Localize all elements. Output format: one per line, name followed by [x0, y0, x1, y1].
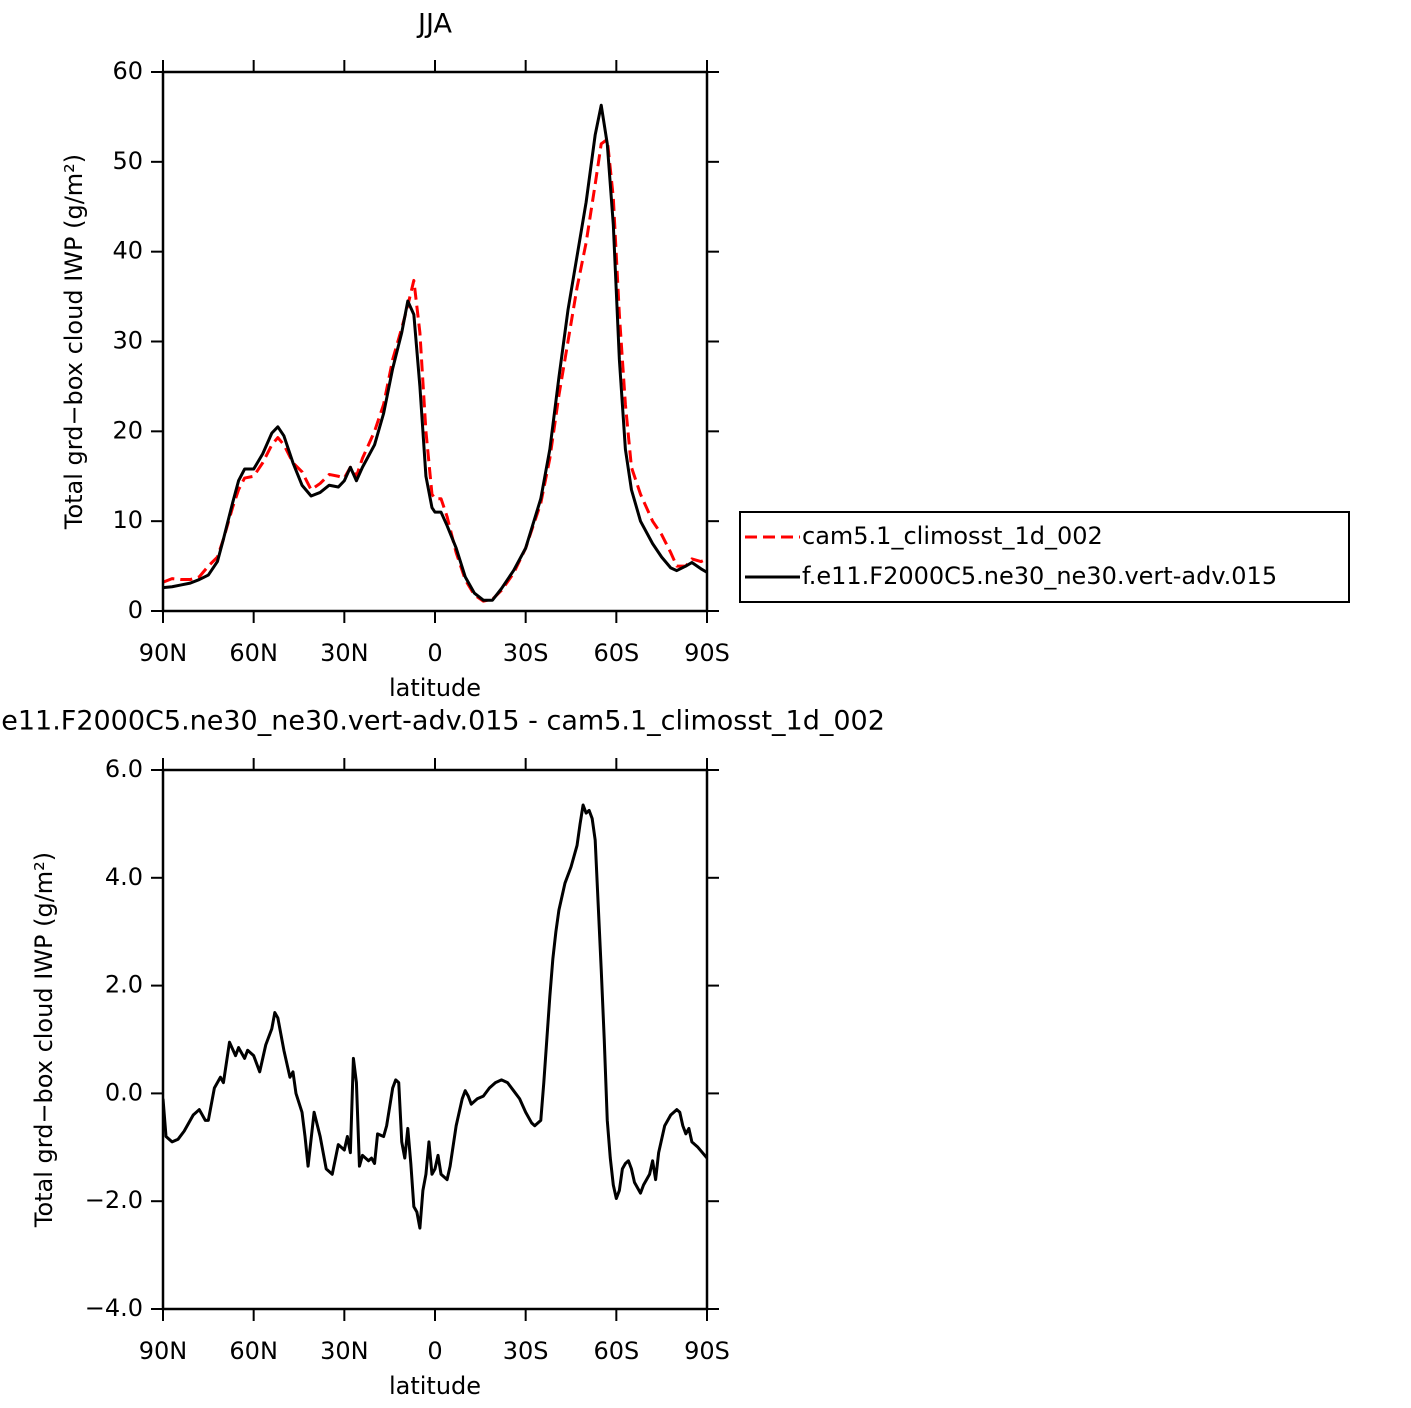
x-tick-label: 90N: [139, 639, 188, 667]
y-tick-label: 6.0: [105, 755, 143, 783]
chart-title: JJA: [416, 9, 452, 40]
x-tick-label: 60N: [229, 1337, 278, 1365]
y-tick-label: 60: [112, 57, 143, 85]
y-tick-label: 2.0: [105, 971, 143, 999]
x-tick-label: 90S: [684, 1337, 730, 1365]
x-tick-label: 30S: [503, 639, 549, 667]
x-tick-label: 60N: [229, 639, 278, 667]
y-tick-label: 20: [112, 416, 143, 444]
x-tick-label: 30N: [320, 639, 369, 667]
x-tick-label: 90S: [684, 639, 730, 667]
y-tick-label: −4.0: [85, 1294, 143, 1322]
x-tick-label: 60S: [593, 1337, 639, 1365]
plot-frame: [161, 768, 709, 1311]
x-tick-label: 90N: [139, 1337, 188, 1365]
x-tick-label: 30N: [320, 1337, 369, 1365]
plot-area: [163, 803, 707, 1230]
y-tick-label: 40: [112, 237, 143, 265]
data-line: [163, 103, 707, 602]
y-tick-label: 0.0: [105, 1078, 143, 1106]
legend-box: [739, 511, 1350, 603]
y-tick-label: 10: [112, 506, 143, 534]
data-line: [163, 803, 707, 1230]
y-axis-label: Total grd−box cloud IWP (g/m²): [30, 852, 58, 1228]
chart-title: f.e11.F2000C5.ne30_ne30.vert-adv.015 - c…: [0, 706, 885, 737]
plot-frame: [161, 70, 709, 613]
y-tick-label: 4.0: [105, 863, 143, 891]
x-tick-label: 60S: [593, 639, 639, 667]
x-tick-label: 0: [427, 1337, 442, 1365]
legend-label: cam5.1_climosst_1d_002: [802, 522, 1103, 550]
y-tick-label: 30: [112, 327, 143, 355]
x-axis-label: latitude: [389, 674, 481, 702]
y-tick-label: 0: [128, 596, 143, 624]
x-tick-label: 30S: [503, 1337, 549, 1365]
x-tick-label: 0: [427, 639, 442, 667]
y-tick-label: 50: [112, 147, 143, 175]
plot-area: [163, 103, 707, 603]
legend-label: f.e11.F2000C5.ne30_ne30.vert-adv.015: [802, 562, 1277, 590]
y-tick-label: −2.0: [85, 1186, 143, 1214]
y-axis-label: Total grd−box cloud IWP (g/m²): [60, 154, 88, 530]
data-line: [163, 137, 707, 603]
x-axis-label: latitude: [389, 1372, 481, 1400]
